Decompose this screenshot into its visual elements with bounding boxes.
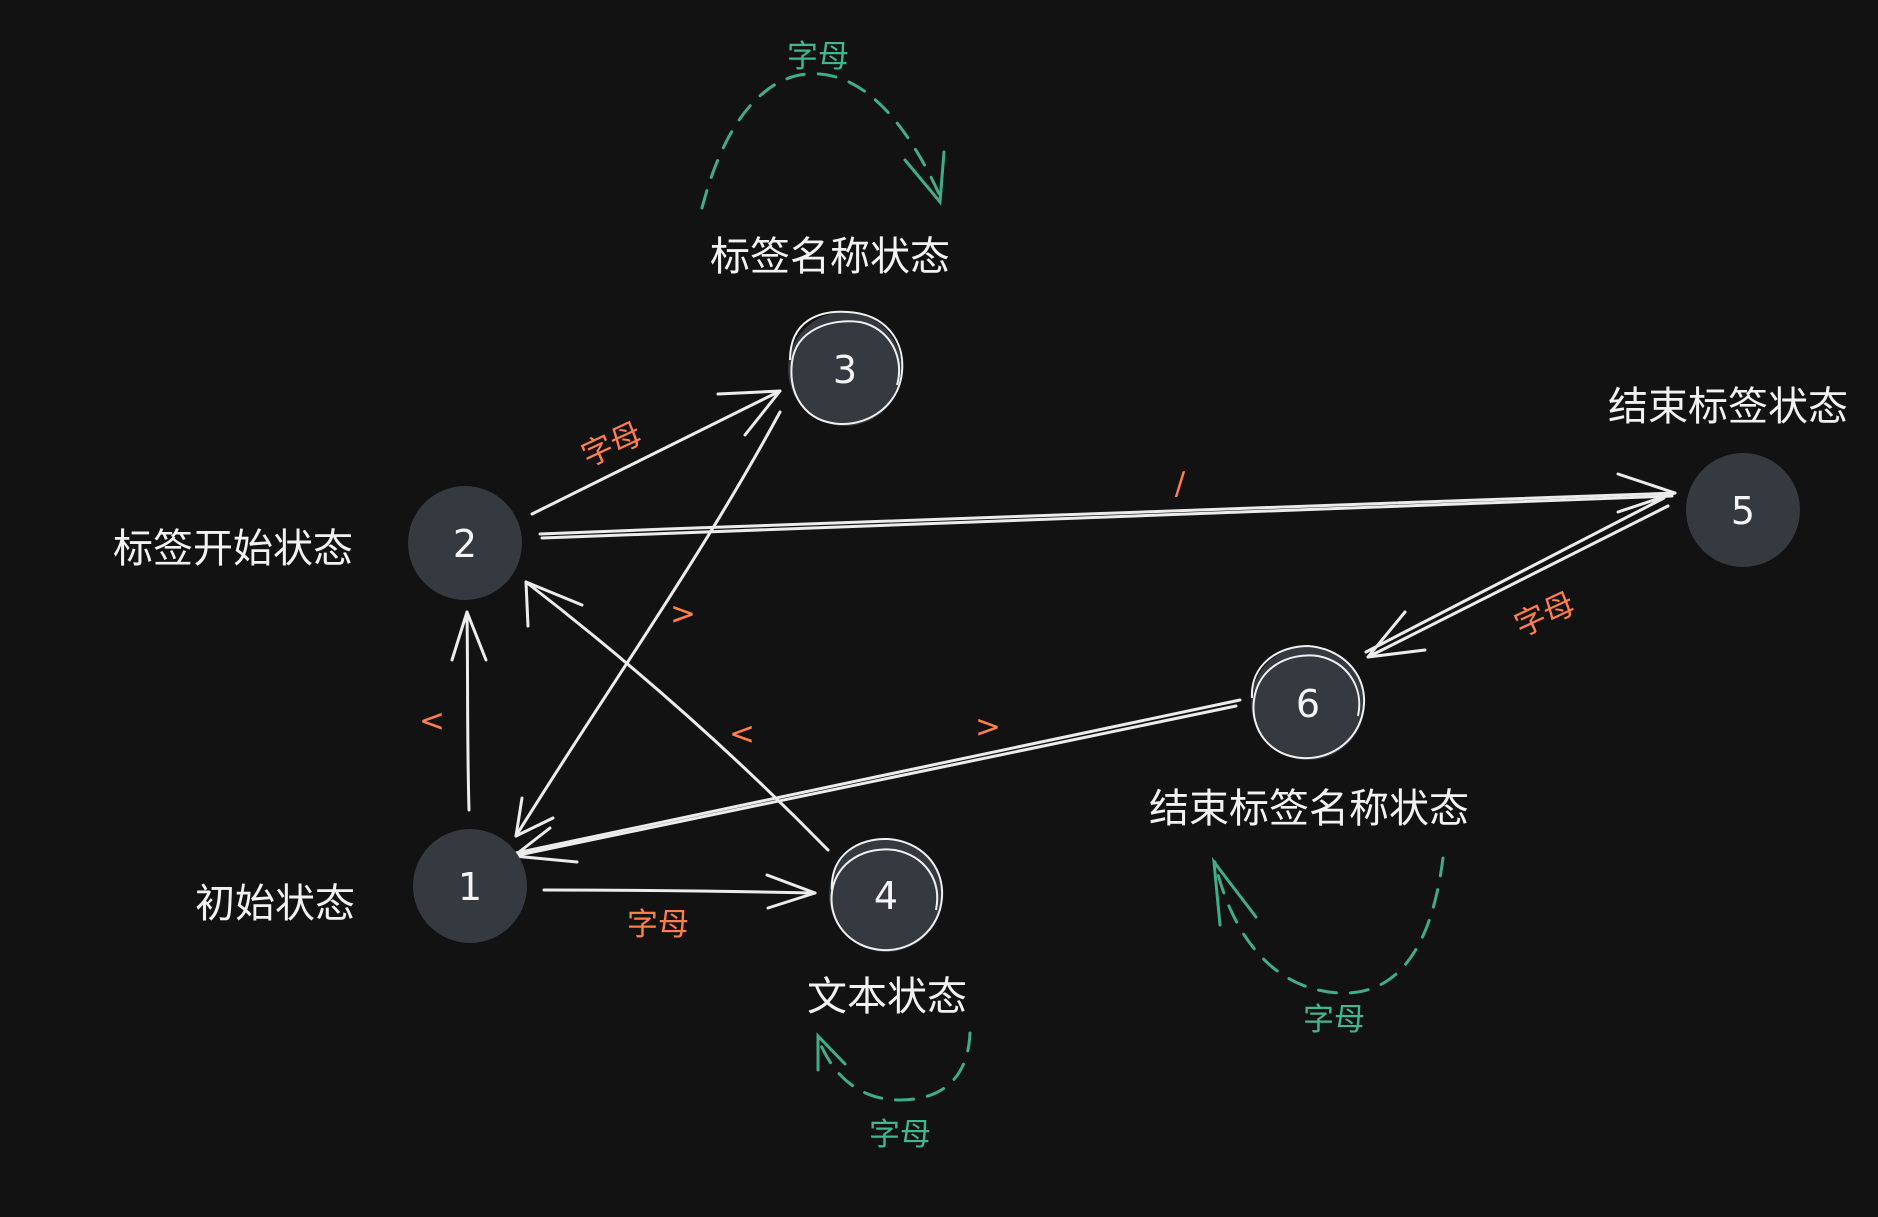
transition-label-1-4: 字母: [627, 907, 689, 943]
transition-label-1-2: <: [419, 703, 445, 739]
transition-label-6-6: 字母: [1303, 1002, 1365, 1038]
loop-4: [816, 1031, 972, 1102]
loop-6: [1212, 856, 1445, 995]
transition-label-6-1: >: [975, 709, 1001, 745]
loop-3: [700, 72, 946, 210]
state-node-4: 4: [829, 837, 944, 952]
state-label-1: 初始状态: [195, 881, 355, 927]
state-node-6: 6: [1250, 644, 1366, 760]
state-label-5: 结束标签状态: [1608, 384, 1848, 430]
edge-2-to-3: [530, 389, 782, 516]
state-number: 5: [1731, 489, 1755, 533]
transition-label-5-6: 字母: [1509, 586, 1580, 645]
state-number: 3: [833, 348, 857, 392]
state-label-4: 文本状态: [807, 974, 967, 1020]
state-node-5: 5: [1686, 453, 1800, 567]
state-label-3: 标签名称状态: [710, 234, 950, 280]
transition-label-4-4: 字母: [869, 1117, 931, 1153]
state-node-2: 2: [408, 486, 522, 600]
state-node-1: 1: [413, 829, 527, 943]
edge-1-to-4: [542, 873, 817, 910]
transition-label-2-3: 字母: [576, 416, 647, 475]
edge-2-to-5: [538, 472, 1677, 540]
state-label-6: 结束标签名称状态: [1149, 786, 1469, 832]
state-node-3: 3: [788, 310, 904, 426]
edge-1-to-2: [450, 610, 488, 812]
state-label-2: 标签开始状态: [113, 526, 353, 572]
state-number: 1: [458, 865, 482, 909]
edge-3-to-1: [514, 410, 782, 838]
transition-label-4-2: <: [729, 716, 755, 752]
transition-label-3-3: 字母: [787, 39, 849, 75]
edge-6-to-1: [512, 698, 1242, 864]
edge-4-to-2: [524, 580, 830, 852]
edge-5-to-6: [1364, 496, 1670, 659]
state-number: 2: [453, 522, 477, 566]
state-number: 4: [874, 874, 898, 918]
state-number: 6: [1296, 682, 1320, 726]
transition-label-2-5: /: [1175, 466, 1186, 502]
transition-label-3-1: >: [670, 596, 696, 632]
